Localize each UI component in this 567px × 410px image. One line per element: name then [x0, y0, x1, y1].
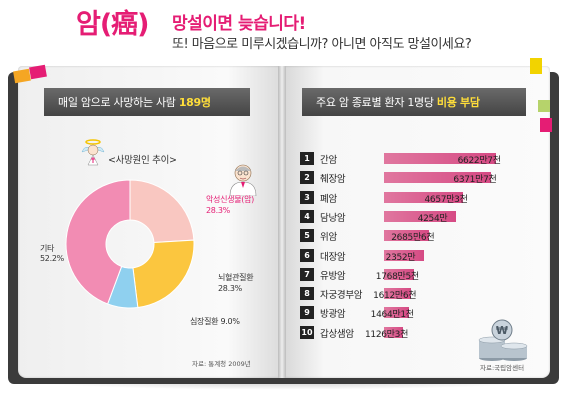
pie-label-cancer-name: 악성신생물(암) [206, 195, 255, 204]
bar-category: 유방암 [320, 270, 346, 282]
bar [384, 210, 456, 222]
bar-category: 위암 [320, 232, 337, 244]
pie-label-other: 기타 52.2% [40, 244, 64, 264]
bar [384, 307, 409, 319]
right-source: 자료:국립암센터 [480, 364, 525, 372]
bar-category: 갑상샘암 [320, 328, 354, 340]
bar-category: 방광암 [320, 309, 346, 321]
bar-rank: 10 [300, 325, 314, 339]
pie-label-stroke-name: 뇌혈관질환 [218, 273, 254, 282]
bar-value-label: 4254만 [417, 213, 448, 224]
pie-slice [65, 179, 131, 305]
bar [384, 153, 496, 164]
bar-value-label: 1612만6천 [373, 291, 417, 302]
left-ribbon-text: 매일 암으로 사망하는 사람 [58, 96, 176, 109]
pie-label-cancer: 악성신생물(암) 28.3% [206, 194, 254, 216]
bar-category: 간암 [320, 155, 337, 166]
bar [384, 230, 430, 242]
pie-label-other-name: 기타 [40, 244, 55, 253]
bar-rank: 3 [300, 190, 314, 204]
bar-rank: 2 [300, 171, 314, 185]
bar-category: 폐암 [320, 193, 337, 205]
left-ribbon-highlight: 189명 [178, 96, 211, 109]
bar-value-label: 1464만1천 [370, 310, 414, 321]
bar [384, 191, 463, 203]
bookmark-tab [540, 118, 552, 132]
book-spine [278, 66, 286, 378]
pie-label-stroke-value: 28.3% [218, 284, 242, 293]
bookmark-tab [538, 100, 550, 112]
bar-rank: 8 [300, 287, 314, 301]
bar-rank: 9 [300, 306, 314, 320]
pie-chart-title: <사망원인 추이> [108, 155, 177, 166]
bar-category: 대장암 [320, 251, 346, 263]
bar-value-label: 6622만7천 [457, 156, 501, 166]
left-ribbon: 매일 암으로 사망하는 사람 189명 [44, 88, 250, 116]
header-title-line: 망설이면 늦습니다! [172, 14, 306, 34]
bar-rank: 7 [300, 267, 314, 281]
bar-category: 췌장암 [320, 174, 346, 186]
bar-value-label: 2685만6천 [391, 233, 435, 244]
bar-value-label: 4657만3천 [424, 194, 468, 205]
header-subtitle: 또! 마음으로 미루시겠습니까? 아니면 아직도 망설이세요? [172, 37, 472, 52]
donut-chart [65, 179, 195, 309]
bar-value-label: 6371만7천 [453, 175, 497, 186]
coins-icon: ₩ [478, 319, 528, 361]
right-ribbon-text: 주요 암 종료별 환자 1명당 [316, 96, 434, 109]
svg-text:₩: ₩ [496, 324, 508, 337]
left-source: 자료: 통계청 2009년 [192, 360, 251, 368]
bookmark-tab [530, 58, 542, 74]
doctor-icon [229, 164, 257, 196]
header-title-big: 암(癌) [76, 9, 150, 40]
bar [384, 268, 414, 280]
bar-rank: 6 [300, 248, 314, 262]
pie-label-cancer-value: 28.3% [206, 206, 230, 215]
pie-slice [129, 179, 195, 244]
pie-label-heart-name: 심장질환 [190, 317, 219, 326]
bar-rank: 5 [300, 229, 314, 243]
bar-value-label: 2352만 [385, 252, 416, 263]
pie-slice [132, 239, 195, 309]
bar-value-label: 1768만5천 [375, 271, 419, 282]
pie-label-heart-value: 9.0% [220, 317, 240, 326]
bar-rank: 4 [300, 209, 314, 223]
pie-label-stroke: 뇌혈관질환 28.3% [218, 272, 254, 294]
right-ribbon: 주요 암 종료별 환자 1명당 비용 부담 [302, 88, 526, 116]
pie-label-heart: 심장질환 9.0% [190, 316, 240, 327]
bar [384, 326, 403, 338]
bar [384, 249, 424, 261]
bar-category: 자궁경부암 [320, 290, 363, 302]
bar [384, 288, 412, 300]
right-ribbon-highlight: 비용 부담 [436, 96, 480, 109]
bar-category: 담낭암 [320, 212, 346, 224]
pie-label-other-value: 52.2% [40, 254, 64, 263]
angel-icon [81, 139, 105, 166]
bar-value-label: 1126만3천 [364, 329, 409, 340]
bar [384, 172, 492, 184]
bar-rank: 1 [300, 152, 314, 165]
